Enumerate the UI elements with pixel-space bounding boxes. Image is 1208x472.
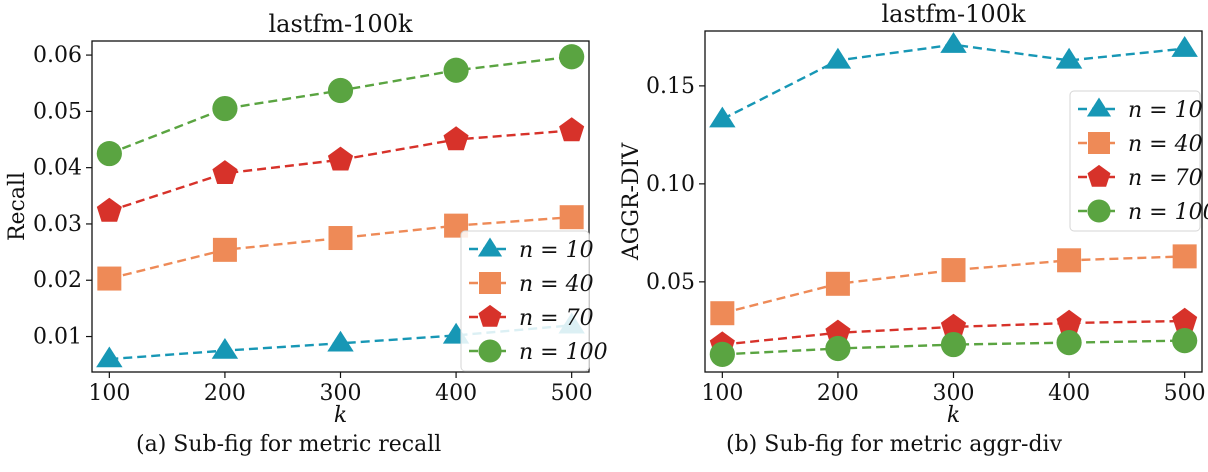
y-tick-label: 0.04 bbox=[33, 156, 82, 181]
legend-label: n = 100 bbox=[519, 340, 608, 365]
data-point bbox=[1057, 248, 1082, 273]
legend: n = 10 n = 40 n = 70 n = 100 bbox=[460, 230, 608, 372]
y-tick-label: 0.15 bbox=[646, 74, 695, 99]
legend-marker bbox=[477, 237, 503, 257]
data-point bbox=[1171, 36, 1198, 57]
data-point bbox=[559, 44, 585, 70]
x-tick-label: 400 bbox=[1048, 381, 1090, 406]
data-point bbox=[709, 341, 735, 367]
legend-label: n = 10 bbox=[519, 238, 594, 263]
series-3 bbox=[96, 117, 585, 222]
chart-1: lastfm-100k 100 200 300 400 500 0.01 0.02 0.03 0.… bbox=[5, 10, 608, 428]
x-tick-label: 300 bbox=[933, 381, 975, 406]
legend-marker bbox=[479, 272, 501, 294]
x-tick-label: 200 bbox=[204, 381, 246, 406]
y-tick-label: 0.05 bbox=[646, 270, 695, 295]
y-tick-label: 0.02 bbox=[33, 268, 82, 293]
data-point bbox=[211, 338, 239, 359]
data-point bbox=[941, 258, 966, 283]
data-point bbox=[1056, 330, 1082, 356]
x-tick-label: 200 bbox=[817, 381, 859, 406]
series-2 bbox=[710, 244, 1197, 326]
data-point bbox=[212, 160, 238, 184]
chart-title: lastfm-100k bbox=[268, 10, 413, 38]
x-axis-label: k bbox=[334, 403, 347, 428]
legend-label: n = 40 bbox=[519, 272, 594, 297]
data-point bbox=[96, 346, 123, 368]
data-point bbox=[1172, 307, 1198, 332]
data-point bbox=[97, 266, 122, 291]
series-3 bbox=[709, 307, 1198, 356]
legend-label: n = 70 bbox=[1128, 166, 1203, 191]
y-tick-label: 0.01 bbox=[33, 325, 82, 350]
x-tick-label: 100 bbox=[701, 381, 743, 406]
legend-label: n = 70 bbox=[519, 306, 594, 331]
data-point bbox=[824, 47, 852, 69]
data-point bbox=[212, 237, 237, 262]
x-axis-label: k bbox=[947, 403, 960, 428]
x-tick-label: 100 bbox=[88, 381, 130, 406]
data-point bbox=[559, 117, 585, 142]
legend-marker bbox=[478, 304, 502, 327]
data-point bbox=[327, 330, 354, 352]
data-point bbox=[825, 271, 850, 296]
data-point bbox=[328, 226, 353, 251]
caption-right: (b) Sub-fig for metric aggr-div bbox=[726, 432, 1063, 457]
data-point bbox=[825, 335, 851, 362]
y-axis-label: Recall bbox=[5, 172, 30, 241]
data-point bbox=[96, 140, 122, 167]
legend-label: n = 40 bbox=[1128, 132, 1203, 157]
data-point bbox=[1055, 47, 1083, 69]
series-4 bbox=[709, 328, 1198, 367]
x-tick-label: 300 bbox=[320, 381, 362, 406]
legend-marker bbox=[1087, 164, 1111, 187]
data-point bbox=[710, 301, 735, 326]
data-point bbox=[1172, 328, 1198, 354]
x-tick-label: 400 bbox=[435, 381, 477, 406]
data-point bbox=[443, 57, 469, 83]
series-1 bbox=[709, 32, 1198, 128]
legend-marker bbox=[1088, 132, 1110, 154]
caption-left: (a) Sub-fig for metric recall bbox=[136, 432, 442, 457]
data-point bbox=[940, 331, 967, 358]
x-tick-label: 500 bbox=[1164, 381, 1206, 406]
legend-label: n = 10 bbox=[1128, 98, 1203, 123]
y-axis-label: AGGR-DIV bbox=[619, 142, 644, 261]
data-point bbox=[96, 197, 122, 222]
data-point bbox=[940, 32, 967, 53]
data-point bbox=[709, 106, 736, 128]
y-tick-label: 0.03 bbox=[33, 212, 82, 237]
chart-title: lastfm-100k bbox=[881, 0, 1026, 28]
y-tick-label: 0.06 bbox=[33, 43, 82, 68]
series-line bbox=[108, 129, 572, 213]
data-point bbox=[212, 95, 238, 122]
legend-marker bbox=[1087, 199, 1111, 223]
legend-marker bbox=[478, 339, 502, 363]
data-point bbox=[327, 77, 354, 104]
legend-box bbox=[1069, 90, 1201, 232]
data-point bbox=[327, 146, 354, 171]
legend-label: n = 100 bbox=[1128, 200, 1208, 225]
y-tick-label: 0.10 bbox=[646, 172, 695, 197]
chart-2: lastfm-100k 100 200 300 400 500 0.05 0.10 0.15 k A… bbox=[619, 0, 1208, 428]
data-point bbox=[1056, 309, 1082, 334]
data-point bbox=[443, 126, 469, 151]
series-4 bbox=[96, 44, 585, 167]
data-point bbox=[559, 205, 584, 230]
legend-box bbox=[460, 230, 590, 372]
series-2 bbox=[97, 205, 584, 291]
data-point bbox=[825, 319, 851, 344]
legend-marker bbox=[1086, 97, 1112, 117]
series-line bbox=[108, 55, 572, 155]
data-point bbox=[1172, 244, 1197, 269]
y-tick-label: 0.05 bbox=[33, 99, 82, 124]
x-tick-label: 500 bbox=[551, 381, 593, 406]
data-point bbox=[940, 313, 967, 338]
legend: n = 10 n = 40 n = 70 n = 100 bbox=[1069, 90, 1208, 232]
